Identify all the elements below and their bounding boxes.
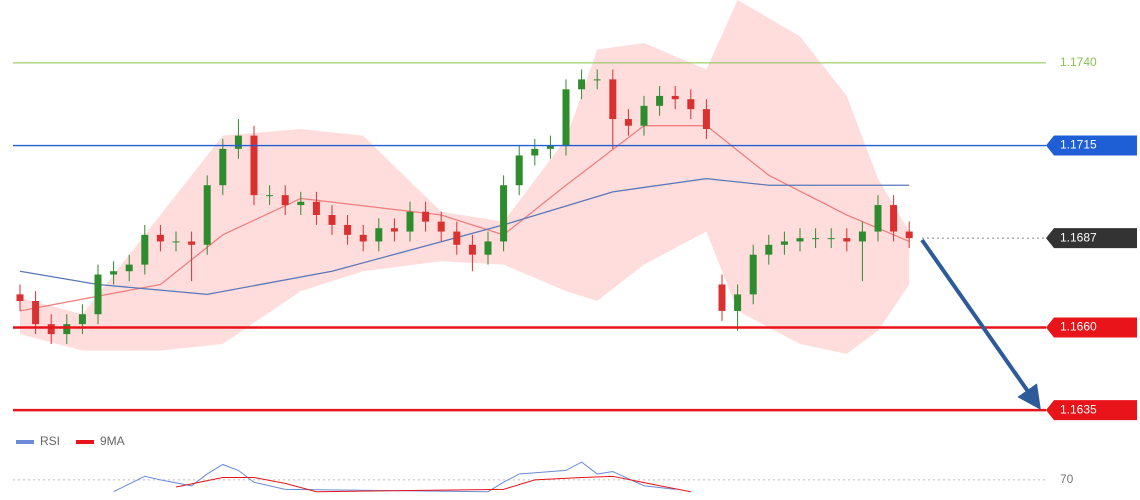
candle-body bbox=[578, 79, 586, 90]
candle-body bbox=[671, 95, 679, 100]
candle-body bbox=[16, 294, 24, 301]
candle-body bbox=[531, 148, 539, 156]
candle-body bbox=[796, 238, 804, 242]
candle-body bbox=[359, 234, 367, 242]
candle-body bbox=[609, 79, 617, 120]
candle-body bbox=[94, 274, 102, 315]
candle-body bbox=[858, 231, 866, 242]
candle-body bbox=[734, 294, 742, 311]
candle-body bbox=[297, 201, 305, 206]
candle-body bbox=[765, 244, 773, 255]
price-level-label: 1.1635 bbox=[1060, 402, 1097, 416]
candle-body bbox=[63, 324, 71, 335]
y-tick-label: 1.1760 bbox=[1060, 0, 1097, 3]
price-label-box bbox=[1046, 317, 1137, 338]
candle-body bbox=[141, 234, 149, 265]
candle-body bbox=[562, 89, 570, 146]
price-level-label: 1.1660 bbox=[1060, 320, 1097, 334]
candle-body bbox=[281, 195, 289, 206]
candle-body bbox=[453, 231, 461, 245]
candle-body bbox=[827, 238, 835, 240]
rsi-lines bbox=[113, 461, 691, 493]
candle-body bbox=[484, 241, 492, 255]
candle-body bbox=[47, 324, 55, 335]
candle-body bbox=[437, 221, 445, 232]
candle-body bbox=[110, 271, 118, 275]
price-label-box bbox=[1046, 228, 1137, 249]
candle-body bbox=[422, 211, 430, 222]
candle-body bbox=[375, 228, 383, 242]
candle-body bbox=[593, 79, 601, 81]
candle-body bbox=[874, 205, 882, 232]
rsi-layer: 70 RSI 9MA bbox=[13, 434, 1074, 493]
candle-body bbox=[32, 301, 40, 325]
candle-body bbox=[266, 195, 274, 197]
forecast-arrow bbox=[920, 238, 1041, 410]
candle-body bbox=[344, 224, 352, 235]
candle-body bbox=[390, 228, 398, 232]
band-layer bbox=[19, 0, 910, 354]
candle-body bbox=[749, 254, 757, 295]
price-label-box bbox=[1046, 135, 1137, 156]
candle-body bbox=[812, 238, 820, 240]
candle-body bbox=[78, 314, 86, 325]
candle-body bbox=[624, 119, 632, 126]
candle-body bbox=[234, 135, 242, 149]
candle-body bbox=[406, 211, 414, 232]
price-label-box bbox=[1046, 400, 1137, 421]
candle-body bbox=[640, 105, 648, 126]
candle-body bbox=[780, 241, 788, 245]
candle-body bbox=[328, 215, 336, 225]
candle-body bbox=[500, 185, 508, 242]
rsi-tick-label: 70 bbox=[1060, 472, 1074, 486]
candle-body bbox=[172, 241, 180, 243]
candle-body bbox=[468, 244, 476, 255]
candle-body bbox=[312, 201, 320, 215]
candle-body bbox=[203, 185, 211, 245]
price-level-label: 1.1740 bbox=[1060, 55, 1097, 69]
rsi-line bbox=[175, 475, 691, 493]
price-layer bbox=[16, 69, 913, 344]
price-level-label: 1.1715 bbox=[1060, 138, 1097, 152]
candle-body bbox=[656, 95, 664, 106]
candle-body bbox=[188, 241, 196, 245]
candle-body bbox=[515, 155, 523, 186]
candle-body bbox=[718, 284, 726, 311]
candle-body bbox=[219, 148, 227, 186]
legend-swatch bbox=[76, 440, 94, 444]
legend-swatch bbox=[16, 440, 34, 444]
price-level-label: 1.1687 bbox=[1060, 230, 1097, 244]
legend-label: RSI bbox=[40, 434, 60, 448]
candle-body bbox=[905, 231, 913, 239]
candle-body bbox=[843, 238, 851, 242]
candle-body bbox=[156, 234, 164, 242]
candle-body bbox=[250, 135, 258, 196]
legend-label: 9MA bbox=[100, 434, 125, 448]
moving-average bbox=[19, 125, 910, 312]
candle-body bbox=[687, 99, 695, 110]
level-layer: 1.1740 1.1715 1.1687 1.1660 1.1635 bbox=[13, 55, 1137, 421]
bollinger-band bbox=[20, 0, 910, 354]
candle-body bbox=[546, 145, 554, 149]
candle-body bbox=[125, 264, 133, 272]
candle-body bbox=[890, 205, 898, 232]
candle-body bbox=[702, 109, 710, 129]
